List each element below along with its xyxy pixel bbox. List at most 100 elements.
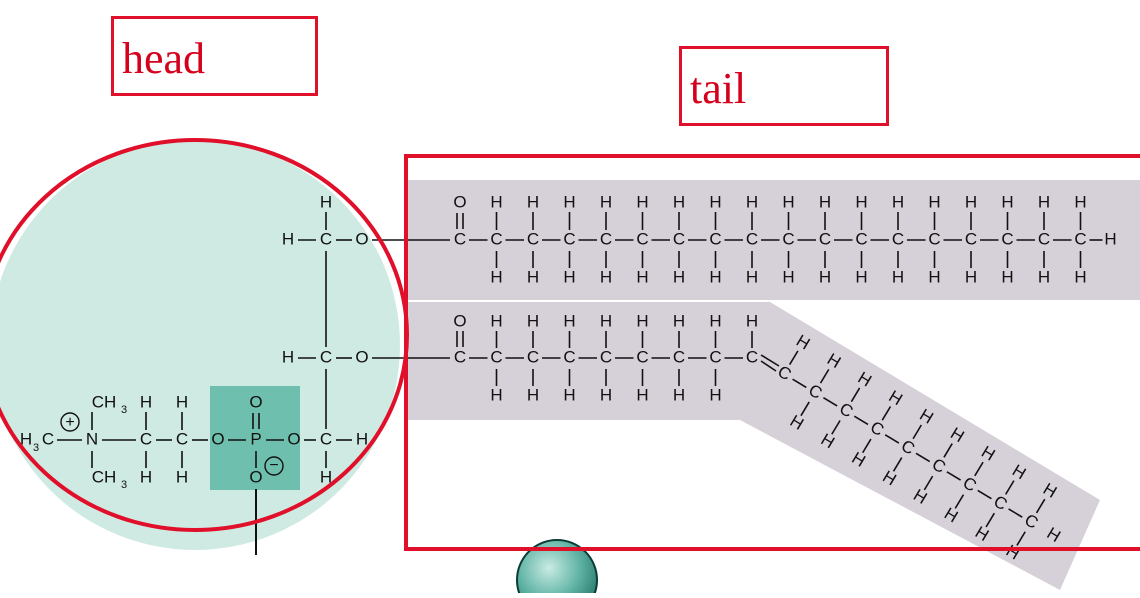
chain1-h-bottom: H bbox=[563, 267, 575, 286]
chain1-h-bottom: H bbox=[782, 267, 794, 286]
bond-kinked bbox=[977, 489, 992, 500]
bond-kinked-bottom bbox=[831, 420, 841, 435]
chain1-carbon: C bbox=[600, 229, 612, 248]
choline-carbon-2: C bbox=[176, 429, 188, 448]
methyl-h-left: H bbox=[20, 429, 32, 448]
bond-kinked-bottom bbox=[892, 457, 903, 472]
chain1-h-top: H bbox=[965, 192, 977, 211]
bond-kinked-top bbox=[850, 387, 861, 403]
chain2-h-top: H bbox=[490, 311, 502, 330]
glycerol-h-right: H bbox=[356, 429, 368, 448]
bond-kinked bbox=[884, 434, 900, 444]
chain1-h-bottom: H bbox=[928, 267, 940, 286]
choline-h-bottom-1: H bbox=[140, 467, 152, 486]
chain1-h-top: H bbox=[563, 192, 575, 211]
chain1-carbon: C bbox=[1074, 229, 1086, 248]
sphere-icon bbox=[516, 539, 598, 598]
chain1-h-top: H bbox=[673, 192, 685, 211]
bond-kinked-bottom bbox=[985, 512, 996, 528]
ester-oxygen-2: O bbox=[355, 347, 368, 366]
bond-kinked bbox=[853, 415, 869, 426]
phosphate-oxygen-bottom: O bbox=[249, 467, 262, 486]
chain1-carbon: C bbox=[965, 229, 977, 248]
glycerol-h-left-1: H bbox=[282, 229, 294, 248]
chain2-carbon: C bbox=[563, 347, 575, 366]
chain1-h-top: H bbox=[855, 192, 867, 211]
chain1-h-end: H bbox=[1104, 229, 1116, 248]
chain2-carbon: C bbox=[746, 347, 758, 366]
methyl-subscript-bottom: 3 bbox=[121, 479, 127, 491]
tail-band-2 bbox=[405, 302, 1100, 590]
chain1-carbon: C bbox=[563, 229, 575, 248]
chain2-carbon: C bbox=[454, 347, 466, 366]
chain1-h-bottom: H bbox=[1038, 267, 1050, 286]
chain2-h-top: H bbox=[600, 311, 612, 330]
chain1-carbon: C bbox=[855, 229, 867, 248]
chain1-h-bottom: H bbox=[1001, 267, 1013, 286]
chain2-h-top: H bbox=[563, 311, 575, 330]
chain1-h-top: H bbox=[636, 192, 648, 211]
chain2-h-bottom: H bbox=[563, 385, 575, 404]
chain1-carbon: C bbox=[819, 229, 831, 248]
chain2-h-top: H bbox=[527, 311, 539, 330]
bond-kinked-bottom bbox=[923, 475, 934, 491]
chain1-carbon: C bbox=[782, 229, 794, 248]
chain1-carbon: C bbox=[490, 229, 502, 248]
chain1-h-top: H bbox=[1074, 192, 1086, 211]
chain1-carbon: C bbox=[892, 229, 904, 248]
methyl-carbon-left: C bbox=[42, 429, 54, 448]
glycerol-carbon-bot: C bbox=[320, 429, 332, 448]
chain1-h-bottom: H bbox=[600, 267, 612, 286]
chain1-h-bottom: H bbox=[527, 267, 539, 286]
bond-kinked-bottom bbox=[954, 494, 965, 509]
methyl-subscript-top: 3 bbox=[121, 404, 127, 416]
chain1-h-top: H bbox=[600, 192, 612, 211]
bond-kinked-top bbox=[1004, 480, 1015, 495]
negative-charge-circle bbox=[264, 456, 284, 476]
chain1-h-bottom: H bbox=[892, 267, 904, 286]
chain1-carbon: C bbox=[673, 229, 685, 248]
chain1-h-bottom: H bbox=[855, 267, 867, 286]
chain2-carbon: C bbox=[490, 347, 502, 366]
tail-label: tail bbox=[679, 46, 889, 126]
glycerol-h-left-2: H bbox=[282, 347, 294, 366]
chain2-h-bottom: H bbox=[600, 385, 612, 404]
bond-kinked-top bbox=[788, 350, 799, 365]
phosphate-oxygen-left: O bbox=[211, 429, 224, 448]
ester-oxygen-1: O bbox=[355, 229, 368, 248]
chain1-h-bottom: H bbox=[746, 267, 758, 286]
bond-kinked-top bbox=[819, 368, 830, 384]
choline-h-top-1: H bbox=[140, 392, 152, 411]
bond-kinked-top bbox=[912, 424, 923, 440]
bond-kinked bbox=[946, 471, 961, 481]
chain1-h-top: H bbox=[819, 192, 831, 211]
bond-kinked-bottom bbox=[861, 438, 872, 454]
chain1-h-bottom: H bbox=[965, 267, 977, 286]
bond-kinked bbox=[792, 378, 807, 389]
methyl-subscript-left: 3 bbox=[33, 442, 39, 454]
chain1-h-top: H bbox=[1038, 192, 1050, 211]
positive-charge-circle bbox=[60, 412, 80, 432]
chain1-h-top: H bbox=[709, 192, 721, 211]
chain1-h-bottom: H bbox=[636, 267, 648, 286]
chain2-h-bottom: H bbox=[673, 385, 685, 404]
chain2-h-bottom: H bbox=[709, 385, 721, 404]
chain2-h-top: H bbox=[673, 311, 685, 330]
glycerol-carbon-top: C bbox=[320, 229, 332, 248]
chain1-carbon: C bbox=[746, 229, 758, 248]
negative-charge: − bbox=[269, 457, 278, 474]
chain1-h-bottom: H bbox=[673, 267, 685, 286]
methyl-top: CH bbox=[92, 392, 117, 411]
chain1-carbon: C bbox=[527, 229, 539, 248]
chain2-h-bottom: H bbox=[527, 385, 539, 404]
bond-kinked-top bbox=[974, 461, 984, 477]
chain2-carbon: C bbox=[709, 347, 721, 366]
carbonyl-oxygen-1: O bbox=[453, 192, 466, 211]
tail-annotation-box bbox=[404, 154, 1140, 551]
phosphate-box bbox=[210, 386, 300, 490]
chain1-carbon: C bbox=[1001, 229, 1013, 248]
bond-kinked-bottom bbox=[800, 401, 810, 417]
choline-h-bottom-2: H bbox=[176, 467, 188, 486]
chain1-h-top: H bbox=[527, 192, 539, 211]
